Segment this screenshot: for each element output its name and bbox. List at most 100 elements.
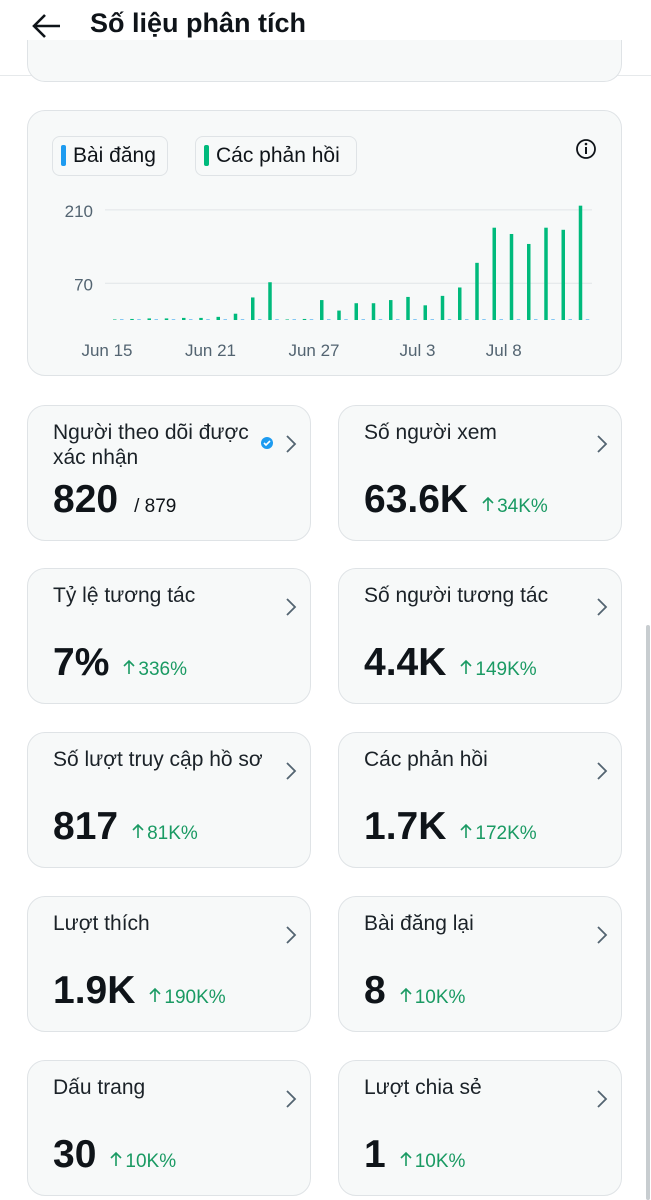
bar: [534, 319, 538, 320]
bar: [568, 319, 572, 320]
bar: [396, 319, 400, 320]
metric-value: 8: [364, 969, 386, 1012]
bar: [130, 318, 134, 320]
metric-change-value: 10K%: [414, 1151, 466, 1172]
metric-card[interactable]: Dấu trang 30 10K%: [27, 1060, 311, 1196]
legend-label: Bài đăng: [73, 144, 156, 167]
metric-card[interactable]: Các phản hồi 1.7K 172K%: [338, 732, 622, 868]
bar: [147, 318, 151, 320]
up-arrow: [482, 496, 494, 511]
metric-change: 172K%: [460, 823, 537, 845]
y-tick-label: 210: [65, 202, 93, 221]
metric-change: 149K%: [460, 659, 537, 681]
up-arrow: [132, 823, 144, 838]
metric-change-value: 81K%: [147, 823, 198, 844]
metric-change-value: 190K%: [164, 987, 226, 1008]
metric-change: 34K%: [482, 496, 548, 518]
legend-item[interactable]: Bài đăng: [52, 136, 168, 176]
metric-change: 10K%: [110, 1151, 176, 1173]
bar: [251, 297, 255, 320]
metric-value: 1.9K: [53, 969, 136, 1012]
metric-value: 4.4K: [364, 641, 447, 684]
x-tick-label: Jun 27: [288, 341, 339, 360]
metric-value-row: 63.6K 34K%: [364, 478, 548, 522]
bar: [499, 319, 503, 320]
metric-value: 30: [53, 1133, 97, 1176]
metric-card[interactable]: Lượt chia sẻ 1 10K%: [338, 1060, 622, 1196]
metric-label: Các phản hồi: [364, 748, 488, 771]
bar: [492, 227, 496, 320]
bar: [206, 319, 210, 320]
up-arrow: [460, 823, 472, 838]
chevron: [597, 435, 608, 453]
metric-change: 336%: [123, 659, 187, 681]
bar: [223, 319, 227, 320]
verified-badge: [261, 437, 273, 449]
metric-card[interactable]: Số người xem 63.6K 34K%: [338, 405, 622, 541]
up-arrow: [400, 1151, 412, 1166]
metric-label: Lượt thích: [53, 912, 150, 935]
bar: [361, 319, 365, 320]
bar: [482, 319, 486, 320]
bar: [275, 319, 279, 320]
bar: [327, 319, 331, 320]
metric-label: Lượt chia sẻ: [364, 1076, 482, 1099]
bar: [233, 313, 238, 320]
metric-value: 1.7K: [364, 805, 447, 848]
bar: [406, 296, 410, 320]
scrollbar: [646, 625, 650, 1200]
bar: [509, 233, 514, 320]
chevron: [286, 435, 297, 453]
bar: [154, 319, 158, 320]
up-arrow: [460, 659, 472, 674]
metric-change-value: 34K%: [497, 496, 548, 517]
x-tick-label: Jul 8: [486, 341, 522, 360]
metric-change: 81K%: [132, 823, 198, 845]
bar: [189, 319, 193, 320]
metric-value: 820: [53, 478, 119, 521]
metric-card[interactable]: Số người tương tác 4.4K 149K%: [338, 568, 622, 704]
bar: [371, 303, 376, 320]
bar: [137, 319, 141, 320]
chevron: [286, 762, 297, 780]
metric-change-value: 10K%: [125, 1151, 177, 1172]
bar: [240, 319, 245, 320]
bar: [465, 319, 469, 320]
back-button[interactable]: [30, 12, 62, 40]
bar: [164, 318, 169, 320]
metric-card[interactable]: Người theo dõi được xác nhận 820 / 879: [27, 405, 311, 541]
bar: [337, 310, 341, 320]
metric-value-row: 817 81K%: [53, 805, 198, 849]
bar: [309, 319, 314, 320]
bar: [458, 287, 462, 320]
metric-value-row: 1.9K 190K%: [53, 969, 226, 1013]
bar: [389, 300, 393, 320]
previous-card: [27, 40, 622, 82]
metric-value: 7%: [53, 641, 110, 684]
metric-change-value: 336%: [138, 659, 187, 680]
metric-change: 10K%: [400, 987, 465, 1009]
chevron: [597, 762, 608, 780]
bar: [199, 317, 203, 320]
bar: [268, 282, 272, 320]
chevron: [597, 598, 608, 616]
metric-value-row: 820 / 879: [53, 478, 176, 522]
metric-card[interactable]: Lượt thích 1.9K 190K%: [27, 896, 311, 1032]
metric-card[interactable]: Tỷ lệ tương tác 7% 336%: [27, 568, 311, 704]
legend-item[interactable]: Các phản hồi: [195, 136, 357, 176]
chevron: [597, 1090, 608, 1108]
metric-change: 10K%: [400, 1151, 466, 1173]
bar: [561, 229, 565, 320]
metric-card[interactable]: Số lượt truy cập hồ sơ 817 81K%: [27, 732, 311, 868]
metric-value: 817: [53, 805, 119, 848]
chevron: [286, 1090, 297, 1108]
up-arrow: [149, 987, 161, 1002]
info-icon[interactable]: [573, 136, 599, 162]
metric-label: Dấu trang: [53, 1076, 146, 1099]
metric-card[interactable]: Bài đăng lại 8 10K%: [338, 896, 622, 1032]
metric-label: Tỷ lệ tương tác: [53, 584, 196, 607]
metric-value-row: 7% 336%: [53, 641, 187, 685]
metric-value-row: 8 10K%: [364, 969, 465, 1013]
x-tick-label: Jun 21: [185, 341, 236, 360]
metric-value: 63.6K: [364, 478, 469, 521]
